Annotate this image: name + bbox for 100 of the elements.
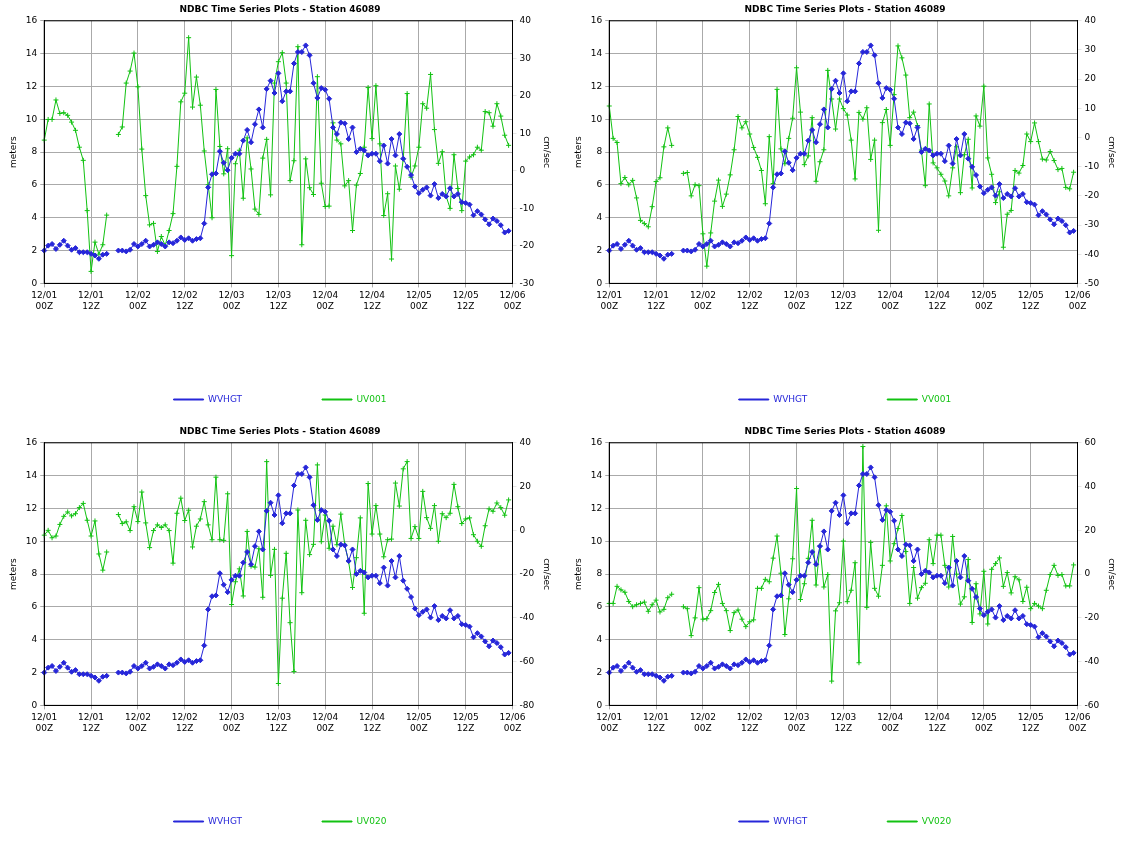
y-tick-label: 0 — [596, 699, 603, 710]
y2-tick-label: 0 — [519, 524, 526, 535]
x-tick-label: 12/05 12Z — [452, 290, 479, 311]
y-tick-label: 16 — [25, 15, 38, 26]
x-tick-label: 12/05 00Z — [970, 290, 997, 311]
y-tick-label: 12 — [590, 80, 603, 91]
y2-tick-label: -60 — [519, 655, 535, 666]
legend-label: WVHGT — [773, 393, 808, 404]
legend-label: VV001 — [921, 393, 952, 404]
x-tick-label: 12/05 12Z — [452, 712, 479, 733]
x-tick-label: 12/02 00Z — [124, 712, 151, 733]
x-tick-label: 12/02 12Z — [736, 712, 763, 733]
legend-label: WVHGT — [773, 815, 808, 826]
y-tick-label: 8 — [31, 146, 38, 157]
y2-tick-label: 60 — [1084, 437, 1097, 448]
y-tick-label: 10 — [25, 113, 38, 124]
x-tick-label: 12/04 00Z — [312, 712, 339, 733]
y-tick-label: 8 — [596, 146, 603, 157]
x-tick-label: 12/03 00Z — [218, 712, 245, 733]
y-tick-label: 12 — [590, 502, 603, 513]
y2-tick-label: -60 — [1084, 699, 1100, 710]
x-tick-label: 12/01 12Z — [643, 712, 670, 733]
y-axis-title: meters — [7, 135, 18, 168]
x-tick-label: 12/01 12Z — [78, 290, 105, 311]
x-tick-label: 12/02 00Z — [124, 290, 151, 311]
y2-tick-label: -40 — [1084, 248, 1100, 259]
x-tick-label: 12/05 00Z — [405, 712, 432, 733]
y2-tick-label: -10 — [519, 202, 535, 213]
legend-label: UV001 — [356, 393, 387, 404]
x-tick-label: 12/04 12Z — [359, 290, 386, 311]
y2-tick-label: 10 — [1084, 102, 1097, 113]
y-tick-label: 16 — [590, 437, 603, 448]
x-tick-label: 12/02 12Z — [736, 290, 763, 311]
x-tick-label: 12/02 12Z — [171, 290, 198, 311]
x-tick-label: 12/04 00Z — [312, 290, 339, 311]
legend-label: UV020 — [356, 815, 387, 826]
x-tick-label: 12/04 12Z — [924, 290, 951, 311]
y2-tick-label: 20 — [519, 90, 532, 101]
x-tick-label: 12/03 12Z — [265, 712, 292, 733]
y-tick-label: 0 — [596, 277, 603, 288]
y-tick-label: 4 — [596, 212, 603, 223]
y-axis-title: meters — [572, 135, 583, 168]
y-tick-label: 2 — [596, 666, 603, 677]
y-tick-label: 8 — [596, 568, 603, 579]
y2-axis-title: cm/sec — [1107, 558, 1118, 591]
x-tick-label: 12/06 00Z — [499, 712, 526, 733]
x-tick-label: 12/02 00Z — [689, 712, 716, 733]
x-tick-label: 12/06 00Z — [1064, 290, 1091, 311]
y2-tick-label: -20 — [1084, 190, 1100, 201]
y-axis-title: meters — [7, 557, 18, 590]
y-tick-label: 10 — [590, 113, 603, 124]
x-tick-label: 12/05 12Z — [1017, 712, 1044, 733]
y2-axis-title: cm/sec — [542, 136, 553, 169]
x-tick-label: 12/01 00Z — [596, 712, 623, 733]
y-tick-label: 16 — [590, 15, 603, 26]
y-tick-label: 4 — [31, 634, 38, 645]
y-tick-label: 2 — [31, 244, 38, 255]
y-tick-label: 14 — [25, 47, 38, 58]
y-tick-label: 2 — [596, 244, 603, 255]
y-tick-label: 6 — [596, 179, 603, 190]
x-tick-label: 12/05 12Z — [1017, 290, 1044, 311]
y-tick-label: 12 — [25, 502, 38, 513]
y2-tick-label: 10 — [519, 127, 532, 138]
chart-title: NDBC Time Series Plots - Station 46089 — [744, 425, 946, 436]
y2-tick-label: 0 — [1084, 568, 1091, 579]
y2-tick-label: -40 — [519, 612, 535, 623]
x-tick-label: 12/04 12Z — [924, 712, 951, 733]
legend-label: VV020 — [921, 815, 952, 826]
y2-tick-label: 20 — [1084, 73, 1097, 84]
legend-label: WVHGT — [208, 393, 243, 404]
y-tick-label: 10 — [590, 535, 603, 546]
y2-tick-label: -20 — [1084, 612, 1100, 623]
chart-title: NDBC Time Series Plots - Station 46089 — [179, 3, 381, 14]
legend-label: WVHGT — [208, 815, 243, 826]
x-tick-label: 12/02 00Z — [689, 290, 716, 311]
y-tick-label: 6 — [596, 601, 603, 612]
y2-axis-title: cm/sec — [1107, 136, 1118, 169]
x-tick-label: 12/02 12Z — [171, 712, 198, 733]
y-tick-label: 8 — [31, 568, 38, 579]
y-tick-label: 16 — [25, 437, 38, 448]
x-tick-label: 12/05 00Z — [970, 712, 997, 733]
y-tick-label: 14 — [590, 47, 603, 58]
y-tick-label: 0 — [31, 699, 38, 710]
y2-tick-label: -30 — [1084, 219, 1100, 230]
y2-tick-label: -20 — [519, 568, 535, 579]
y2-tick-label: -50 — [1084, 277, 1100, 288]
y2-tick-label: 30 — [1084, 44, 1097, 55]
y2-tick-label: 0 — [1084, 131, 1091, 142]
y2-tick-label: 20 — [519, 480, 532, 491]
y-tick-label: 2 — [31, 666, 38, 677]
y2-tick-label: -20 — [519, 240, 535, 251]
y2-tick-label: 40 — [1084, 15, 1097, 26]
x-tick-label: 12/03 00Z — [783, 712, 810, 733]
x-tick-label: 12/04 00Z — [877, 290, 904, 311]
y2-tick-label: -40 — [1084, 655, 1100, 666]
y-tick-label: 4 — [31, 212, 38, 223]
x-tick-label: 12/03 00Z — [218, 290, 245, 311]
x-tick-label: 12/05 00Z — [405, 290, 432, 311]
y2-tick-label: 40 — [519, 437, 532, 448]
x-tick-label: 12/03 00Z — [783, 290, 810, 311]
